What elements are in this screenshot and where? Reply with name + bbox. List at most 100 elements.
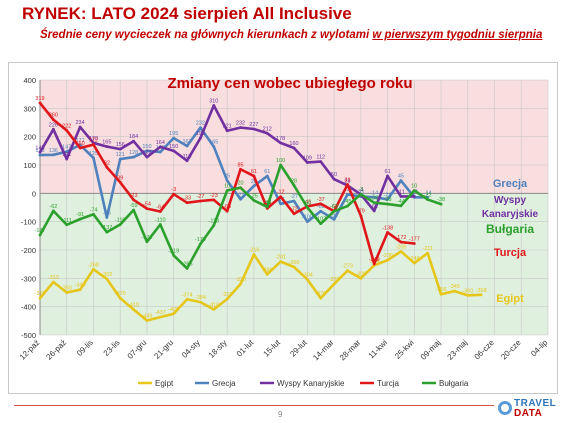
data-label: -33 xyxy=(370,196,378,202)
y-tick-label: -500 xyxy=(21,331,36,340)
data-label: 184 xyxy=(129,134,138,140)
data-label: -370 xyxy=(34,291,45,297)
data-point xyxy=(386,258,389,262)
data-label: -3 xyxy=(358,187,363,193)
data-label: -54 xyxy=(143,202,151,208)
y-tick-label: 100 xyxy=(23,161,36,170)
data-point xyxy=(359,214,363,218)
data-point xyxy=(172,149,176,153)
data-label: -384 xyxy=(195,295,206,301)
data-point xyxy=(426,198,430,201)
data-point xyxy=(279,202,283,206)
data-label: 160 xyxy=(289,141,298,147)
data-point xyxy=(172,312,176,316)
data-label: -177 xyxy=(409,236,420,242)
data-point xyxy=(399,179,403,182)
data-label: 121 xyxy=(116,152,125,158)
data-point xyxy=(185,159,189,163)
data-point xyxy=(225,297,229,301)
data-point xyxy=(372,195,376,199)
data-point xyxy=(359,192,363,196)
data-label: -23 xyxy=(210,193,218,199)
data-point xyxy=(65,150,69,154)
data-label: 165 xyxy=(102,140,111,146)
x-tick-label: 01-lut xyxy=(235,338,256,359)
data-point xyxy=(78,288,82,292)
data-point xyxy=(65,129,69,132)
data-point xyxy=(292,184,296,187)
x-tick-label: 07-gru xyxy=(126,338,149,361)
data-point xyxy=(386,231,389,234)
data-point xyxy=(145,149,149,153)
data-point xyxy=(118,223,122,226)
data-label: 165 xyxy=(209,140,218,146)
data-label: -33 xyxy=(183,196,191,202)
data-label: -236 xyxy=(382,253,393,259)
x-tick-label: 09-maj xyxy=(419,338,443,362)
data-point xyxy=(199,126,202,129)
data-point xyxy=(65,223,69,227)
data-label: 85 xyxy=(237,162,243,168)
data-label: -216 xyxy=(248,248,259,254)
data-point xyxy=(65,291,69,294)
data-point xyxy=(265,174,269,178)
data-label: -211 xyxy=(422,246,433,252)
data-point xyxy=(412,242,416,245)
y-tick-label: 300 xyxy=(23,104,36,113)
data-point xyxy=(252,199,256,202)
data-point xyxy=(78,125,82,129)
x-tick-label: 18-sty xyxy=(207,338,229,360)
data-label: -147 xyxy=(34,228,45,234)
data-label: -370 xyxy=(315,291,326,297)
data-label: -38 xyxy=(437,197,445,203)
data-label: 150 xyxy=(142,144,151,150)
x-tick-label: 20-cze xyxy=(499,338,523,362)
data-label: -48 xyxy=(263,200,271,206)
data-point xyxy=(38,101,42,105)
data-label: -138 xyxy=(382,225,393,231)
data-point xyxy=(426,251,430,255)
y-tick-label: -400 xyxy=(21,303,36,312)
x-tick-label: 23-lis xyxy=(102,338,122,358)
data-point xyxy=(399,250,403,253)
data-label: -137 xyxy=(101,225,112,231)
data-label: 39 xyxy=(117,175,123,181)
data-label: -50 xyxy=(303,201,311,207)
data-label: 212 xyxy=(263,126,272,132)
data-label: -14 xyxy=(410,190,418,196)
data-point xyxy=(319,202,323,206)
data-point xyxy=(38,233,42,237)
data-point xyxy=(279,163,283,167)
data-label: -4 xyxy=(345,187,350,193)
data-point xyxy=(239,197,242,201)
logo-ring-icon xyxy=(498,401,512,415)
data-label: -63 xyxy=(330,204,338,210)
data-point xyxy=(412,189,416,192)
data-point xyxy=(199,199,202,203)
data-point xyxy=(279,195,283,199)
data-label: -4 xyxy=(358,187,363,193)
series-side-label: Turcja xyxy=(494,247,527,259)
data-label: -171 xyxy=(141,235,152,241)
subtitle-underlined-text: w pierwszym tygodniu sierpnia xyxy=(372,29,543,41)
data-point xyxy=(305,206,309,209)
data-label: -219 xyxy=(168,248,179,254)
legend-label: Turcja xyxy=(377,379,399,388)
footer-divider xyxy=(14,405,494,406)
data-point xyxy=(158,315,162,319)
data-point xyxy=(319,296,323,300)
data-label: -345 xyxy=(449,284,460,290)
data-label: -449 xyxy=(141,314,152,320)
data-label: 128 xyxy=(142,150,151,156)
data-label: 260 xyxy=(49,113,58,119)
data-point xyxy=(172,192,176,196)
data-label: 28 xyxy=(291,178,297,184)
y-tick-label: 200 xyxy=(23,133,36,142)
data-label: 156 xyxy=(116,142,125,148)
data-label: 136 xyxy=(49,148,58,154)
legend-label: Bułgaria xyxy=(439,379,469,388)
data-point xyxy=(118,296,122,300)
data-point xyxy=(239,186,242,190)
data-label: -62 xyxy=(370,204,378,210)
